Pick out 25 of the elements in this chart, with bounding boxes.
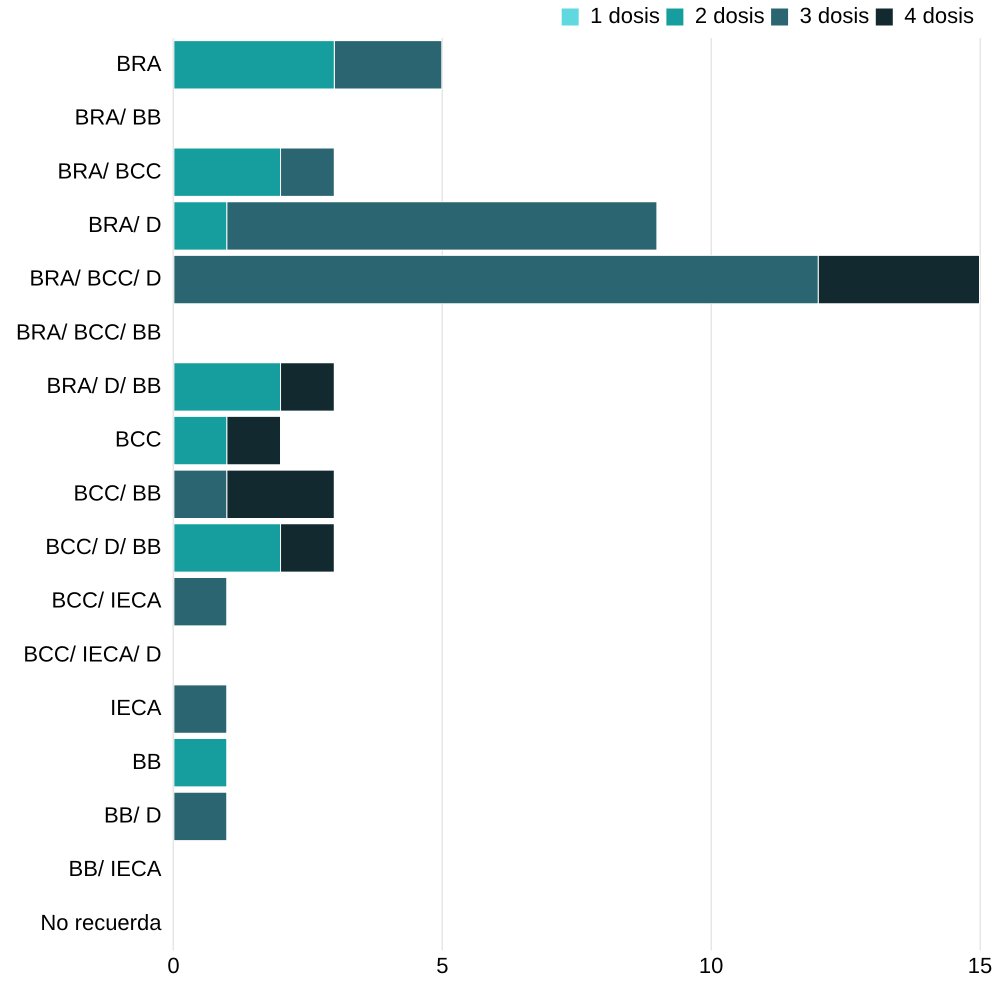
y-tick-label: BRA/ BCC [58, 158, 162, 184]
legend-label: 1 dosis [590, 3, 660, 28]
y-tick-label: BRA [116, 50, 162, 76]
y-tick-label: BRA/ BCC/ D [29, 266, 162, 291]
y-tick-label: BCC/ BB [73, 480, 162, 506]
x-tick-label: 5 [436, 952, 448, 978]
y-tick-label: BB [132, 748, 162, 774]
y-tick-label: BRA/ D/ BB [46, 373, 162, 398]
x-tick-label: 10 [698, 952, 724, 978]
y-tick-label: BRA/ D [88, 212, 162, 237]
legend-label: 4 dosis [904, 3, 974, 28]
y-tick-label: BCC/ IECA/ D [23, 641, 162, 666]
y-tick-label: BRA/ BCC/ BB [16, 319, 162, 344]
y-tick-label: BB/ IECA [68, 856, 162, 882]
y-tick-label: IECA [110, 695, 162, 720]
y-tick-label: BCC [115, 426, 162, 452]
x-tick-label: 15 [968, 952, 992, 978]
legend-label: 2 dosis [694, 3, 765, 28]
legend-label: 3 dosis [800, 3, 870, 28]
y-tick-label: No recuerda [40, 910, 162, 935]
y-tick-label: BCC/ IECA [51, 588, 162, 613]
y-tick-label: BCC/ D/ BB [45, 534, 162, 560]
y-tick-label: BRA/ BB [74, 104, 162, 130]
y-tick-label: BB/ D [104, 802, 162, 828]
x-tick-label: 0 [167, 952, 180, 978]
